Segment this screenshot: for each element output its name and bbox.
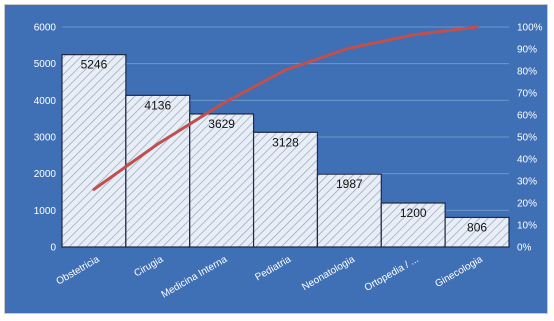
data-label: 1200 bbox=[400, 206, 427, 220]
y2-tick-label: 20% bbox=[517, 199, 537, 210]
y2-tick-label: 80% bbox=[517, 67, 537, 78]
pareto-chart: 5246 4136 3629 3128 1987 1200 806 0 1000 2000 300… bbox=[34, 23, 543, 301]
bar bbox=[252, 131, 319, 248]
bar bbox=[444, 216, 510, 248]
y2-axis-ticks: 0% 10% 20% 30% 40% 50% 60% 70% 80% 90% 100% bbox=[517, 23, 543, 254]
y2-tick-label: 100% bbox=[517, 23, 543, 34]
y2-tick-label: 70% bbox=[517, 89, 537, 100]
data-label: 1987 bbox=[336, 177, 363, 191]
x-tick-label: Neonatologia bbox=[300, 254, 357, 293]
y2-tick-label: 60% bbox=[517, 111, 537, 122]
data-label: 4136 bbox=[144, 98, 171, 112]
y2-tick-label: 30% bbox=[517, 177, 537, 188]
data-labels: 5246 4136 3629 3128 1987 1200 806 bbox=[81, 58, 488, 235]
y-tick-label: 3000 bbox=[34, 133, 57, 144]
y-axis-ticks: 0 1000 2000 3000 4000 5000 6000 bbox=[34, 23, 57, 254]
y2-tick-label: 40% bbox=[517, 155, 537, 166]
x-tick-label: Cirugia bbox=[132, 254, 165, 280]
y2-tick-label: 10% bbox=[517, 221, 537, 232]
x-tick-label: Medicina Interna bbox=[160, 254, 230, 301]
y2-tick-label: 0% bbox=[517, 243, 532, 254]
bar bbox=[380, 202, 446, 248]
y-tick-label: 6000 bbox=[34, 23, 57, 34]
x-tick-label: Obstetricia bbox=[55, 254, 102, 288]
y-tick-label: 5000 bbox=[34, 59, 57, 70]
data-label: 3128 bbox=[272, 135, 299, 149]
bar bbox=[316, 173, 382, 248]
data-label: 806 bbox=[467, 220, 487, 234]
y-tick-label: 2000 bbox=[34, 169, 57, 180]
cumulative-line bbox=[92, 25, 479, 191]
y-tick-label: 0 bbox=[50, 243, 56, 254]
chart-frame: 5246 4136 3629 3128 1987 1200 806 0 1000 2000 300… bbox=[4, 4, 548, 314]
x-tick-label: Ortopedia / ... bbox=[363, 254, 421, 294]
y-tick-label: 1000 bbox=[34, 206, 57, 217]
y2-tick-label: 50% bbox=[517, 133, 537, 144]
bars bbox=[61, 54, 510, 248]
data-label: 5246 bbox=[81, 58, 108, 72]
y-tick-label: 4000 bbox=[34, 96, 57, 107]
cumulative-percent-line bbox=[92, 25, 479, 191]
y2-tick-label: 90% bbox=[517, 45, 537, 56]
data-label: 3629 bbox=[208, 117, 235, 131]
bar bbox=[61, 54, 127, 248]
x-tick-label: Pediatria bbox=[253, 254, 293, 283]
bar bbox=[125, 94, 191, 248]
bar bbox=[189, 113, 255, 248]
x-tick-label: Ginecologia bbox=[433, 254, 485, 290]
